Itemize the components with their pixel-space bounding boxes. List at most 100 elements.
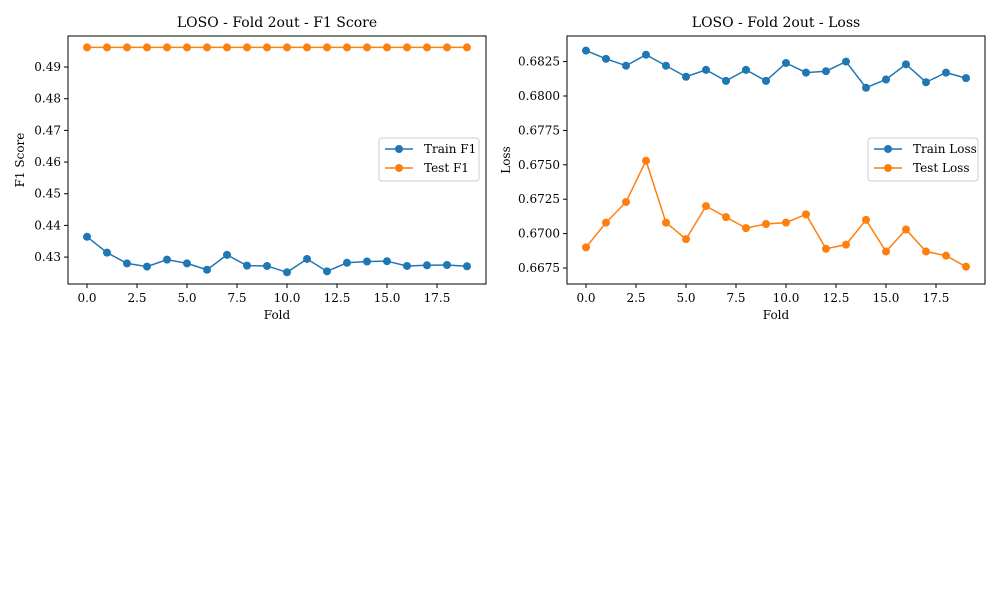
data-point (682, 235, 690, 244)
data-point (383, 43, 391, 52)
data-point (742, 65, 750, 74)
y-tick-label: 0.6675 (518, 261, 560, 275)
data-point (463, 43, 471, 52)
x-tick-label: 12.5 (324, 291, 351, 305)
y-tick-label: 0.6825 (518, 55, 560, 69)
data-point (343, 43, 351, 52)
data-point (662, 61, 670, 70)
x-axis-label: Fold (763, 308, 790, 322)
y-tick-label: 0.47 (34, 123, 61, 137)
data-point (762, 220, 770, 228)
data-point (183, 259, 191, 268)
legend-entry: Test Loss (874, 161, 969, 175)
x-tick-label: 12.5 (823, 291, 850, 305)
data-point (902, 60, 910, 69)
data-point (243, 43, 251, 52)
data-point (163, 255, 171, 264)
x-tick-label: 0.0 (576, 291, 595, 305)
y-tick-label: 0.48 (34, 92, 61, 106)
data-point (243, 261, 251, 270)
legend-marker (395, 164, 403, 172)
data-point (263, 43, 271, 52)
y-tick-label: 0.6700 (518, 227, 560, 241)
data-point (642, 50, 650, 59)
data-point (702, 202, 710, 211)
data-point (383, 257, 391, 266)
loss-chart: LOSO - Fold 2out - Loss 0.0 2.5 5.0 7.5 10.0 1… (499, 15, 986, 322)
data-point (363, 43, 371, 52)
data-point (363, 257, 371, 266)
data-point (223, 250, 231, 259)
data-point (343, 258, 351, 267)
data-point (582, 46, 590, 55)
data-point (123, 43, 131, 52)
y-tick-label: 0.43 (34, 250, 61, 264)
y-tick-label: 0.44 (34, 218, 61, 232)
data-point (662, 218, 670, 227)
legend-marker (395, 145, 403, 153)
y-tick-label: 0.6750 (518, 158, 560, 172)
legend-label: Test F1 (424, 161, 469, 175)
data-point (782, 218, 790, 227)
x-tick-label: 5.0 (177, 291, 196, 305)
y-tick-label: 0.49 (34, 60, 61, 74)
legend-entry: Train Loss (874, 142, 977, 156)
data-point (602, 54, 610, 63)
data-point (642, 156, 650, 165)
data-point (323, 267, 331, 276)
data-point (83, 43, 91, 52)
data-point (902, 225, 910, 234)
data-point (942, 251, 950, 260)
data-point (443, 261, 451, 269)
x-tick-label: 10.0 (274, 291, 301, 305)
data-point (143, 262, 151, 271)
data-point (323, 43, 331, 52)
legend-marker (884, 145, 892, 153)
data-point (962, 262, 970, 271)
x-tick-label: 2.5 (626, 291, 645, 305)
data-point (842, 240, 850, 249)
data-point (443, 43, 451, 52)
legend: Train F1 Test F1 (378, 137, 480, 182)
data-point (203, 43, 211, 52)
data-point (103, 43, 111, 52)
data-point (83, 232, 91, 241)
y-tick-label: 0.6725 (518, 192, 560, 206)
x-axis-label: Fold (264, 308, 291, 322)
data-point (862, 215, 870, 224)
data-point (922, 78, 930, 87)
plot-area (67, 35, 487, 285)
x-tick-label: 0.0 (77, 291, 96, 305)
data-point (742, 224, 750, 233)
data-point (882, 247, 890, 256)
data-point (582, 243, 590, 252)
legend-entry: Test F1 (385, 161, 469, 175)
data-point (882, 75, 890, 84)
data-point (403, 43, 411, 52)
data-point (822, 244, 830, 253)
x-tick-label: 7.5 (227, 291, 246, 305)
data-point (123, 259, 131, 268)
x-tick-label: 15.0 (873, 291, 900, 305)
data-point (802, 68, 810, 77)
data-point (762, 76, 770, 85)
chart-title: LOSO - Fold 2out - Loss (692, 15, 860, 31)
x-tick-label: 7.5 (726, 291, 745, 305)
y-tick-label: 0.6800 (518, 89, 560, 103)
f1-score-chart: LOSO - Fold 2out - F1 Score 0.0 2.5 5.0 7.5 1… (13, 15, 487, 322)
data-point (862, 83, 870, 92)
data-point (303, 254, 311, 263)
data-point (682, 72, 690, 81)
x-tick-label: 10.0 (773, 291, 800, 305)
data-point (303, 43, 311, 52)
data-point (942, 68, 950, 77)
data-point (223, 43, 231, 52)
x-tick-label: 15.0 (374, 291, 401, 305)
data-point (922, 247, 930, 256)
y-axis-label: F1 Score (13, 133, 27, 188)
data-point (622, 61, 630, 70)
legend-marker (884, 164, 892, 172)
series-line-test-loss (585, 158, 967, 268)
data-point (283, 43, 291, 52)
x-tick-label: 17.5 (923, 291, 950, 305)
